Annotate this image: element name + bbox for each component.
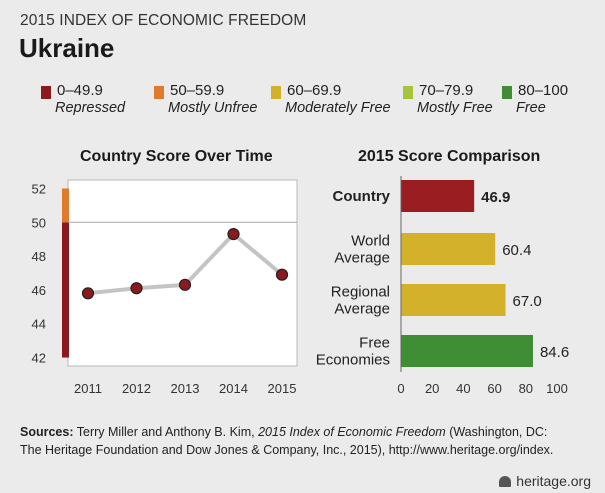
legend-label: Free bbox=[516, 100, 546, 116]
legend-label: Repressed bbox=[55, 100, 126, 116]
data-point bbox=[130, 282, 143, 295]
data-point bbox=[81, 287, 95, 300]
bar-value-label: 84.6 bbox=[540, 344, 569, 361]
bar-value-label: 60.4 bbox=[502, 242, 531, 259]
category-label: Regional bbox=[331, 284, 390, 301]
x-tick-label: 100 bbox=[546, 381, 568, 396]
data-point bbox=[178, 278, 192, 291]
legend-label: Mostly Unfree bbox=[168, 100, 258, 116]
x-tick-label: 60 bbox=[487, 381, 501, 396]
line-chart-title: Country Score Over Time bbox=[80, 148, 273, 165]
legend-range: 70–79.9 bbox=[419, 82, 474, 99]
sources-label: Sources: bbox=[20, 425, 74, 439]
sources-footer: Sources: Terry Miller and Anthony B. Kim… bbox=[20, 423, 553, 459]
bar-value-label: 67.0 bbox=[513, 293, 542, 310]
legend-swatch bbox=[502, 86, 512, 99]
x-tick-label: 2012 bbox=[122, 381, 151, 396]
legend-range: 0–49.9 bbox=[57, 82, 103, 99]
x-tick-label: 40 bbox=[456, 381, 470, 396]
x-tick-label: 2014 bbox=[219, 381, 248, 396]
bar-chart-title: 2015 Score Comparison bbox=[358, 148, 541, 165]
legend-range: 80–100 bbox=[518, 82, 569, 99]
data-point bbox=[275, 268, 289, 281]
x-tick-label: 2013 bbox=[171, 381, 200, 396]
legend-swatch bbox=[154, 86, 164, 99]
y-tick-label: 50 bbox=[32, 215, 46, 230]
bar bbox=[401, 180, 475, 212]
y-tick-label: 42 bbox=[32, 351, 46, 366]
page-title: Ukraine bbox=[19, 33, 115, 63]
x-tick-label: 80 bbox=[519, 381, 533, 396]
x-tick-label: 2011 bbox=[74, 381, 102, 396]
legend-swatch bbox=[403, 86, 413, 99]
brand-text: heritage.org bbox=[516, 473, 591, 489]
y-tick-label: 46 bbox=[32, 283, 46, 298]
sources-location: (Washington, DC: bbox=[449, 425, 548, 439]
data-point bbox=[227, 228, 240, 241]
overline: 2015 INDEX OF ECONOMIC FREEDOM bbox=[20, 12, 307, 29]
legend-label: Mostly Free bbox=[417, 100, 493, 116]
category-label: Economies bbox=[316, 352, 390, 369]
brand[interactable]: heritage.org bbox=[499, 473, 591, 489]
sources-authors: Terry Miller and Anthony B. Kim, bbox=[76, 425, 255, 439]
y-tick-label: 44 bbox=[32, 317, 46, 332]
category-label: Average bbox=[334, 250, 390, 267]
legend-swatch bbox=[271, 86, 281, 99]
legend-label: Moderately Free bbox=[285, 100, 391, 116]
category-label: World bbox=[351, 233, 390, 250]
bar bbox=[401, 284, 506, 316]
legend-range: 60–69.9 bbox=[287, 82, 342, 99]
sources-line-2: The Heritage Foundation and Dow Jones & … bbox=[20, 443, 554, 457]
bar bbox=[401, 233, 496, 265]
y-tick-label: 52 bbox=[32, 181, 46, 196]
score-band-repressed bbox=[62, 222, 69, 358]
liberty-bell-icon bbox=[499, 476, 512, 487]
x-tick-label: 2015 bbox=[268, 381, 297, 396]
bar-value-label: 46.9 bbox=[481, 189, 510, 206]
y-tick-label: 48 bbox=[32, 249, 46, 264]
x-tick-label: 20 bbox=[425, 381, 439, 396]
x-tick-label: 0 bbox=[397, 381, 404, 396]
bar bbox=[401, 335, 533, 367]
plot-area bbox=[67, 179, 298, 367]
legend-range: 50–59.9 bbox=[170, 82, 225, 99]
sources-line-1: Sources: Terry Miller and Anthony B. Kim… bbox=[20, 423, 553, 441]
legend-swatch bbox=[41, 86, 51, 99]
category-label: Country bbox=[333, 188, 391, 205]
category-label: Average bbox=[334, 301, 390, 318]
category-label: Free bbox=[359, 335, 390, 352]
score-band-mostly-unfree bbox=[62, 188, 69, 223]
sources-publication: 2015 Index of Economic Freedom bbox=[258, 425, 446, 439]
